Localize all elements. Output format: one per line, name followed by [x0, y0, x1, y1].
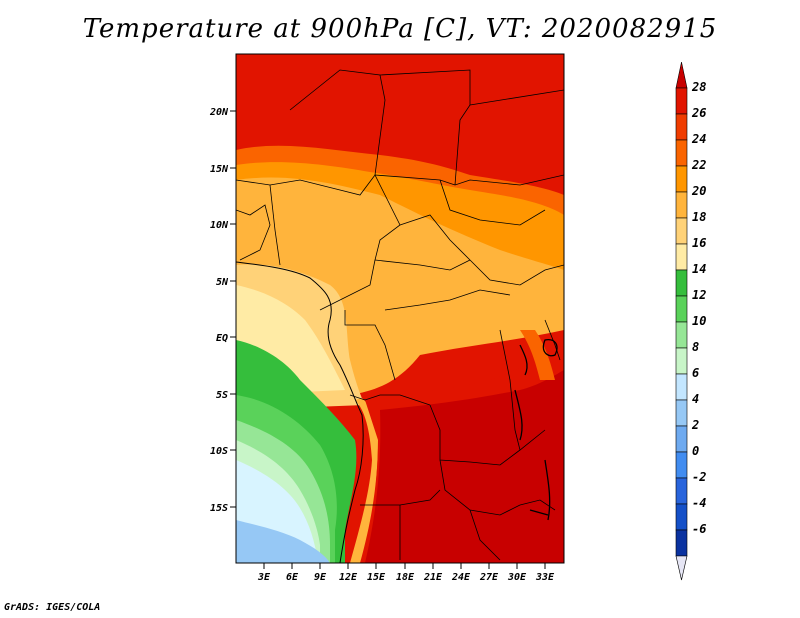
colorbar-swatch [675, 477, 688, 505]
lat-label: 10N [210, 220, 229, 231]
colorbar-label: 28 [691, 80, 706, 94]
lon-label: 27E [479, 572, 499, 583]
colorbar-swatch [675, 399, 688, 427]
map-title: Temperature at 900hPa [C], VT: 202008291… [82, 14, 718, 44]
colorbar-label: 20 [691, 184, 706, 198]
colorbar-label: -2 [692, 470, 706, 484]
colorbar-swatch [675, 425, 688, 453]
lat-label: 20N [209, 107, 229, 118]
colorbar-swatch [675, 139, 688, 167]
map-frame [235, 53, 565, 564]
colorbar-label: 22 [691, 158, 706, 172]
lon-label: 30E [507, 572, 527, 583]
colorbar-swatch [675, 113, 688, 141]
colorbar [675, 61, 688, 581]
lon-label: 9E [314, 572, 327, 583]
colorbar-label: 0 [692, 444, 699, 458]
colorbar-label: 12 [692, 288, 706, 302]
lat-label: 10S [210, 446, 228, 457]
colorbar-label: 16 [692, 236, 706, 250]
colorbar-swatch [675, 295, 688, 323]
lon-label: 6E [286, 572, 299, 583]
colorbar-label: 6 [692, 366, 699, 380]
colorbar-swatch [675, 321, 688, 349]
footer-credit: GrADS: IGES/COLA [4, 602, 101, 613]
colorbar-swatch [675, 373, 688, 401]
colorbar-swatch [675, 243, 688, 271]
coastline [236, 261, 364, 563]
colorbar-swatch [675, 451, 688, 479]
colorbar-label: 14 [692, 262, 706, 276]
lakes [514, 339, 558, 521]
lon-label: 24E [451, 572, 471, 583]
colorbar-swatch [675, 529, 688, 557]
colorbar-label: 18 [692, 210, 706, 224]
lat-label: 5S [216, 390, 228, 401]
colorbar-label: 10 [692, 314, 706, 328]
colorbar-top-arrow [675, 61, 688, 89]
colorbar-bottom-arrow [675, 555, 688, 581]
colorbar-label: -4 [692, 496, 706, 510]
latitude-axis: 20N 15N 10N 5N EQ 5S 10S 15S [209, 107, 236, 514]
lon-label: 21E [423, 572, 443, 583]
colorbar-swatch [675, 503, 688, 531]
colorbar-swatch [675, 165, 688, 193]
lat-label: 15S [210, 503, 228, 514]
colorbar-swatch [675, 269, 688, 297]
lat-label: EQ [216, 333, 228, 344]
colorbar-labels: 28 26 24 22 20 18 16 14 12 10 8 6 4 2 0 … [691, 80, 706, 536]
lon-label: 15E [367, 572, 386, 583]
lat-label: 15N [210, 164, 229, 175]
colorbar-label: 4 [692, 392, 699, 406]
lon-label: 12E [339, 572, 358, 583]
colorbar-label: -6 [692, 522, 706, 536]
colorbar-swatch [675, 87, 688, 115]
lon-label: 33E [535, 572, 555, 583]
colorbar-label: 2 [691, 418, 699, 432]
lat-label: 5N [216, 277, 229, 288]
colorbar-swatch [675, 217, 688, 245]
colorbar-swatch [675, 347, 688, 375]
lon-label: 18E [396, 572, 415, 583]
longitude-axis: 3E 6E 9E 12E 15E 18E 21E 24E 27E 30E 33E [257, 563, 555, 583]
colorbar-label: 26 [691, 106, 706, 120]
colorbar-label: 24 [691, 132, 706, 146]
colorbar-label: 8 [692, 340, 699, 354]
lon-label: 3E [257, 572, 271, 583]
colorbar-swatch [675, 191, 688, 219]
country-borders [236, 69, 564, 561]
temperature-field [236, 54, 564, 563]
